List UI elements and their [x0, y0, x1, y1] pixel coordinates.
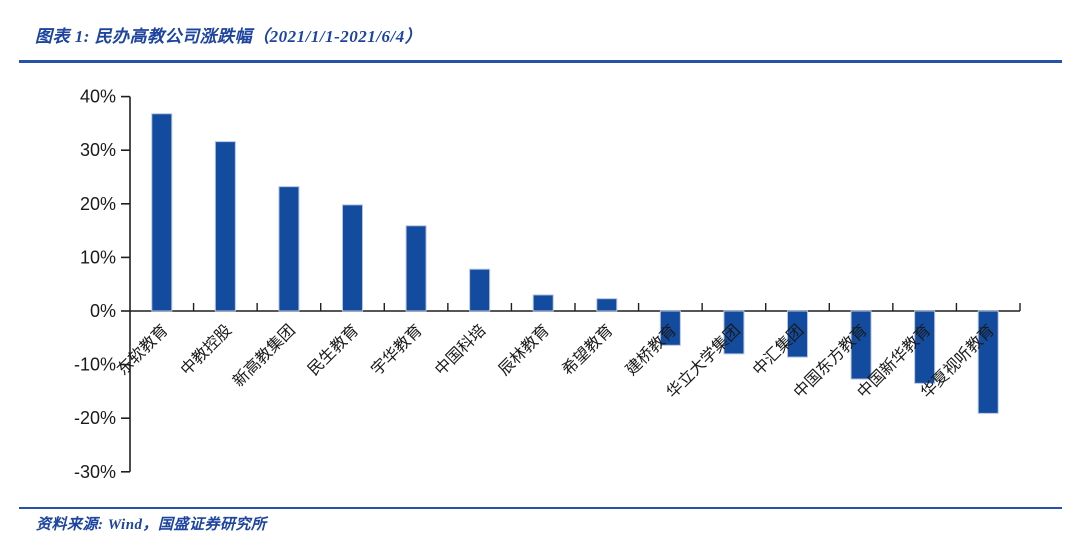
y-axis-label: 30% [80, 140, 116, 160]
source-note: 资料来源: Wind，国盛证券研究所 [36, 517, 267, 533]
bar [405, 225, 427, 312]
y-axis-label: -10% [74, 355, 116, 375]
title-divider [19, 60, 1062, 63]
y-axis-label: -30% [74, 462, 116, 482]
x-axis-label: 辰林教育 [495, 321, 553, 379]
x-axis-label: 民生教育 [304, 321, 362, 379]
bar [659, 310, 681, 346]
bar [914, 310, 936, 384]
x-axis-label: 中国科培 [431, 321, 489, 379]
y-axis-label: 10% [80, 247, 116, 267]
x-axis-label: 宇华教育 [368, 321, 426, 379]
x-axis-label: 东软教育 [114, 321, 172, 379]
bar [596, 298, 618, 312]
y-axis-label: 40% [80, 87, 116, 107]
bar [342, 204, 363, 312]
bar [532, 294, 554, 312]
x-axis-label: 希望教育 [559, 321, 617, 379]
bar [723, 310, 745, 355]
figure-title: 图表 1: 民办高教公司涨跌幅（2021/1/1-2021/6/4） [35, 27, 423, 46]
bar [850, 310, 872, 380]
y-axis-label: -20% [74, 408, 116, 428]
bar [278, 186, 300, 312]
bar [151, 113, 173, 312]
y-axis-label: 0% [90, 301, 116, 321]
y-axis-label: 20% [80, 194, 116, 214]
bar [214, 141, 236, 312]
bar [977, 310, 999, 414]
x-axis-label: 中教控股 [177, 321, 235, 379]
x-axis-label: 新高教集团 [229, 321, 298, 390]
x-axis-label: 建桥教育 [622, 321, 680, 379]
bar [787, 310, 808, 358]
bar [469, 268, 491, 312]
footer-divider [19, 507, 1062, 509]
